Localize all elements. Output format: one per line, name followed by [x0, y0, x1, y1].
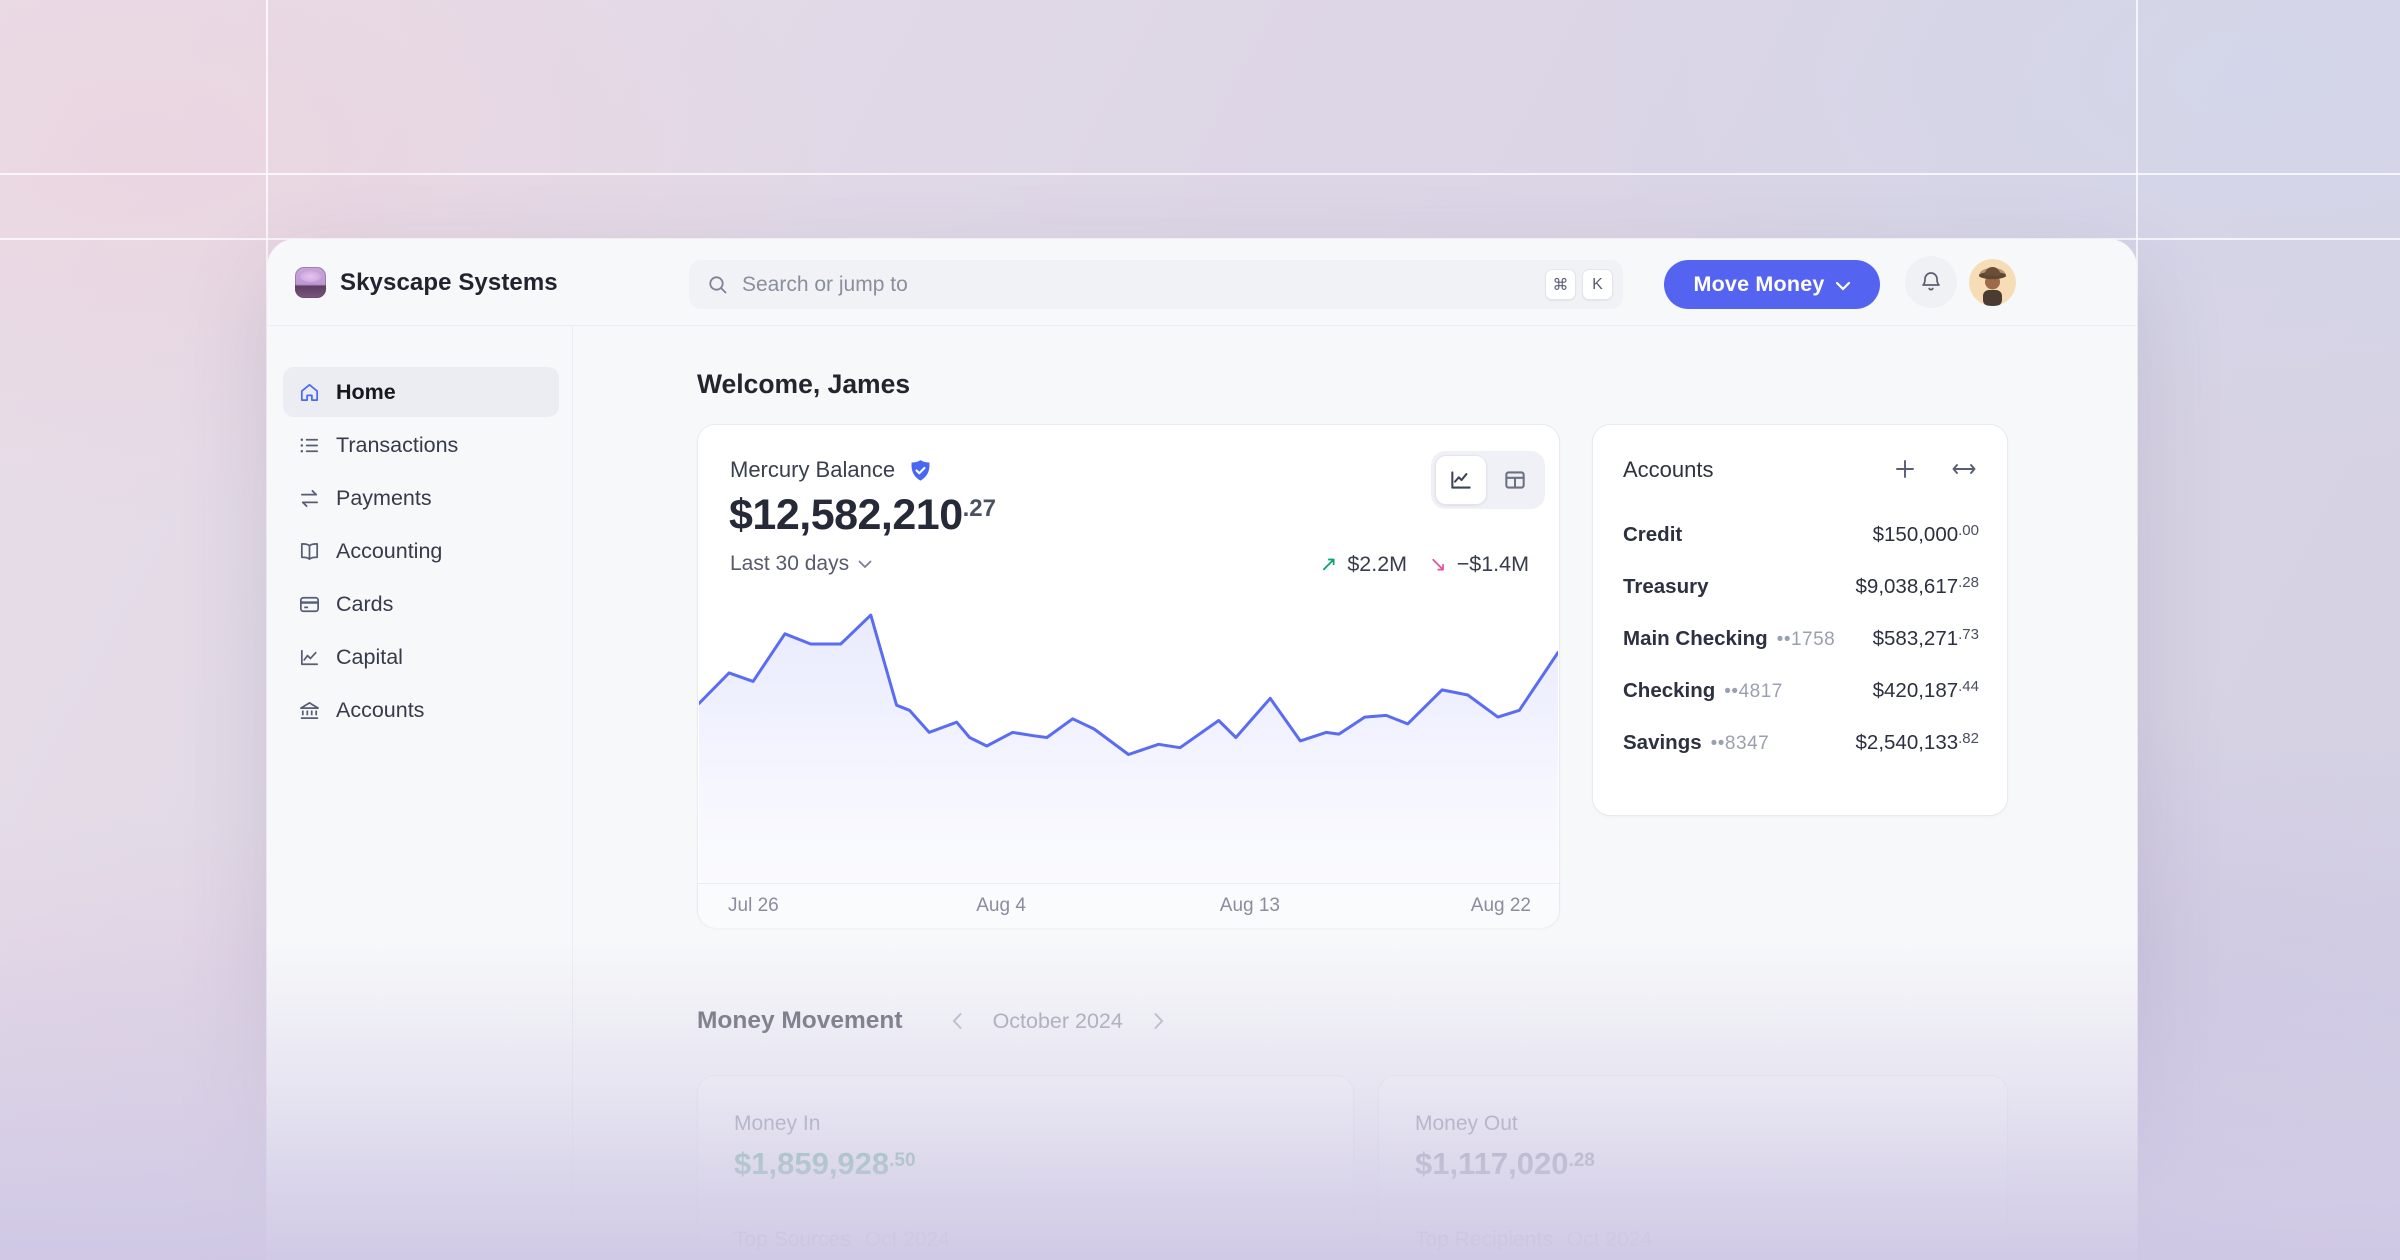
app-window: Skyscape Systems Search or jump to ⌘ K M… — [267, 239, 2137, 1260]
top-recipients-heading: Top Recipients Oct 2024 — [1415, 1228, 1652, 1251]
inflow-amount: $2.2M — [1347, 552, 1408, 576]
accounts-list: Credit $150,000.00 Treasury $9,038,617.2… — [1623, 509, 1979, 769]
money-movement-title: Money Movement — [697, 1007, 903, 1034]
account-row-savings[interactable]: Savings ••8347 $2,540,133.82 — [1623, 730, 1979, 754]
table-view-button[interactable] — [1489, 455, 1541, 505]
chart-view-toggle — [1431, 451, 1545, 509]
search-input[interactable]: Search or jump to ⌘ K — [689, 260, 1623, 309]
money-in-label: Money In — [734, 1112, 821, 1135]
sidebar-item-accounts[interactable]: Accounts — [283, 685, 559, 735]
move-money-button[interactable]: Move Money — [1664, 260, 1880, 309]
left-right-arrow-icon — [1952, 464, 1976, 474]
chevron-left-icon — [952, 1013, 962, 1029]
bell-icon — [1922, 272, 1940, 291]
accounts-card: Accounts Credit $150,000.00 Treasury $9,… — [1592, 424, 2008, 816]
add-account-button[interactable] — [1893, 457, 1917, 481]
background-gridline — [2136, 0, 2138, 1260]
balance-card: Mercury Balance $12,582,210.27 Last 30 d… — [697, 424, 1560, 928]
header-divider — [267, 325, 2137, 326]
balance-chart-area — [699, 615, 1558, 883]
search-icon — [707, 274, 729, 296]
sidebar-item-cards[interactable]: Cards — [283, 579, 559, 629]
plus-icon — [1896, 460, 1914, 478]
table-icon — [1505, 471, 1525, 489]
accounts-card-title: Accounts — [1623, 457, 1714, 482]
chart-axis-divider — [698, 883, 1559, 884]
chevron-down-icon — [858, 560, 872, 568]
accounting-icon — [298, 540, 321, 563]
home-icon — [298, 381, 321, 404]
sidebar-item-home[interactable]: Home — [283, 367, 559, 417]
top-sources-heading: Top Sources Oct 2024 — [734, 1228, 950, 1251]
inflow-arrow-icon: ↗ — [1319, 553, 1338, 576]
page-title: Welcome, James — [697, 368, 911, 399]
chevron-right-icon — [1154, 1013, 1164, 1029]
sidebar-item-label: Transactions — [336, 432, 459, 457]
user-avatar[interactable] — [1969, 259, 2016, 306]
sidebar-item-transactions[interactable]: Transactions — [283, 420, 559, 470]
cmd-keycap: ⌘ — [1545, 269, 1576, 300]
previous-month-button[interactable] — [947, 1008, 967, 1034]
move-money-label: Move Money — [1693, 272, 1825, 296]
period-label: October 2024 — [992, 1008, 1123, 1033]
sidebar-item-label: Capital — [336, 644, 403, 669]
brand-logo: Skyscape Systems — [295, 267, 558, 298]
sidebar-item-accounting[interactable]: Accounting — [283, 526, 559, 576]
notifications-button[interactable] — [1905, 256, 1957, 308]
verified-badge-icon — [911, 459, 930, 481]
chevron-down-icon — [1835, 281, 1850, 291]
outflow-amount: −$1.4M — [1456, 552, 1529, 576]
account-row-checking[interactable]: Checking ••4817 $420,187.44 — [1623, 678, 1979, 702]
balance-chart — [699, 593, 1558, 883]
brand-logo-icon — [295, 267, 326, 298]
brand-name: Skyscape Systems — [340, 268, 558, 296]
sidebar-item-capital[interactable]: Capital — [283, 632, 559, 682]
sidebar-nav: Home Transactions Payments Accounting — [283, 367, 559, 735]
sidebar-item-payments[interactable]: Payments — [283, 473, 559, 523]
money-out-amount: $1,117,020.28 — [1415, 1146, 1595, 1181]
k-keycap: K — [1582, 269, 1613, 300]
flow-stats: ↗ $2.2M ↘ −$1.4M — [1320, 552, 1529, 577]
date-range-dropdown[interactable]: Last 30 days — [730, 552, 872, 576]
balance-cents: .27 — [962, 495, 996, 522]
balance-chart-line — [699, 615, 1558, 754]
period-navigator: October 2024 — [947, 1008, 1169, 1034]
x-tick-label: Aug 4 — [976, 895, 1026, 916]
x-tick-label: Jul 26 — [728, 895, 779, 916]
sidebar-item-label: Payments — [336, 485, 432, 510]
cards-icon — [298, 593, 321, 616]
line-chart-icon — [1451, 471, 1471, 489]
x-tick-label: Aug 13 — [1219, 895, 1281, 916]
payments-icon — [298, 487, 321, 510]
bank-icon — [298, 699, 321, 722]
account-row-credit[interactable]: Credit $150,000.00 — [1623, 522, 1979, 546]
search-placeholder: Search or jump to — [742, 272, 908, 296]
transfer-accounts-button[interactable] — [1951, 457, 1977, 481]
sidebar-item-label: Accounting — [336, 538, 443, 563]
money-out-card: Money Out $1,117,020.28 Top Recipients Oc… — [1378, 1075, 2008, 1260]
sidebar-item-label: Cards — [336, 591, 394, 616]
date-range-label: Last 30 days — [730, 552, 850, 575]
money-in-amount: $1,859,928.50 — [734, 1146, 916, 1181]
account-row-treasury[interactable]: Treasury $9,038,617.28 — [1623, 574, 1979, 598]
x-tick-label: Aug 22 — [1470, 895, 1531, 916]
total-balance: $12,582,210.27 — [729, 491, 996, 539]
transactions-icon — [298, 434, 321, 457]
account-row-main-checking[interactable]: Main Checking ••1758 $583,271.73 — [1623, 626, 1979, 650]
money-in-card: Money In $1,859,928.50 Top Sources Oct 20… — [697, 1075, 1354, 1260]
chart-x-axis: Jul 26 Aug 4 Aug 13 Aug 22 — [698, 884, 1559, 928]
outflow-arrow-icon: ↘ — [1429, 553, 1447, 576]
background-gridline — [0, 173, 2400, 175]
next-month-button[interactable] — [1149, 1008, 1169, 1034]
sidebar-divider — [572, 326, 573, 1260]
sidebar-item-label: Home — [336, 379, 396, 404]
capital-icon — [298, 646, 321, 669]
line-chart-view-button[interactable] — [1435, 455, 1487, 505]
balance-card-title: Mercury Balance — [730, 457, 896, 482]
sidebar-item-label: Accounts — [336, 697, 425, 722]
money-out-label: Money Out — [1415, 1112, 1518, 1135]
